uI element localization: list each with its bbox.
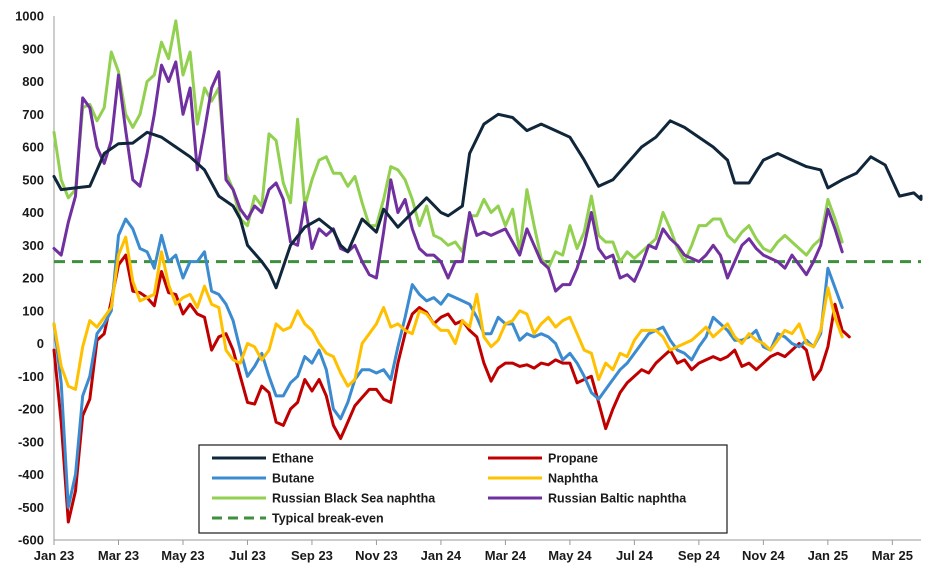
x-tick-label: Jan 23 (34, 548, 74, 563)
legend-box (198, 444, 728, 534)
series-line-ethane (52, 112, 923, 290)
legend-label: Butane (272, 472, 314, 486)
x-tick-label: Sep 24 (678, 548, 721, 563)
y-tick-label: -300 (18, 434, 44, 449)
x-tick-label: Jan 25 (808, 548, 848, 563)
legend-label: Russian Baltic naphtha (548, 492, 687, 506)
series-line-naphtha (52, 235, 844, 391)
series-line-russian-baltic-naphtha (52, 60, 844, 293)
legend-label: Typical break-even (272, 512, 384, 526)
y-tick-label: -400 (18, 467, 44, 482)
series-line-butane (52, 217, 844, 509)
y-tick-label: 700 (22, 107, 44, 122)
y-tick-label: 600 (22, 140, 44, 155)
y-axis: -600 -500 -400 -300 -200 -100 0 100 200 300 400 500… (15, 9, 55, 548)
x-tick-label: Sep 23 (291, 548, 333, 563)
y-tick-label: 1000 (15, 9, 44, 24)
x-tick-label: Jul 24 (616, 548, 654, 563)
y-tick-label: 300 (22, 238, 44, 253)
y-tick-label: -600 (18, 533, 44, 548)
series-line-russian-black-sea-naphtha (52, 19, 844, 270)
y-tick-label: 0 (37, 336, 44, 351)
y-tick-label: 400 (22, 205, 44, 220)
y-tick-label: -500 (18, 500, 44, 515)
y-tick-label: 100 (22, 303, 44, 318)
y-tick-label: 800 (22, 74, 44, 89)
series-layer (52, 19, 923, 524)
y-tick-label: 200 (22, 271, 44, 286)
y-tick-label: -200 (18, 402, 44, 417)
x-tick-label: Jul 23 (229, 548, 266, 563)
legend-label: Ethane (272, 452, 314, 466)
legend-label: Russian Black Sea naphtha (272, 492, 436, 506)
x-tick-label: Jan 24 (421, 548, 462, 563)
x-tick-label: Nov 24 (742, 548, 785, 563)
y-tick-label: 900 (22, 41, 44, 56)
y-tick-label: -100 (18, 369, 44, 384)
legend-label: Naphtha (548, 472, 599, 486)
legend-label: Propane (548, 452, 598, 466)
x-tick-label: Nov 23 (355, 548, 398, 563)
legend: Ethane Propane Butane Naphtha Russian Black … (198, 444, 728, 534)
x-tick-label: May 24 (548, 548, 592, 563)
x-axis: Jan 23 Mar 23 May 23 Jul 23 Sep 23 Nov 23 Jan … (34, 539, 921, 563)
x-tick-label: Mar 24 (485, 548, 527, 563)
y-tick-label: 500 (22, 172, 44, 187)
x-tick-label: Mar 23 (98, 548, 139, 563)
x-tick-label: Mar 25 (872, 548, 913, 563)
x-tick-label: May 23 (161, 548, 204, 563)
series-line-propane (52, 253, 851, 524)
